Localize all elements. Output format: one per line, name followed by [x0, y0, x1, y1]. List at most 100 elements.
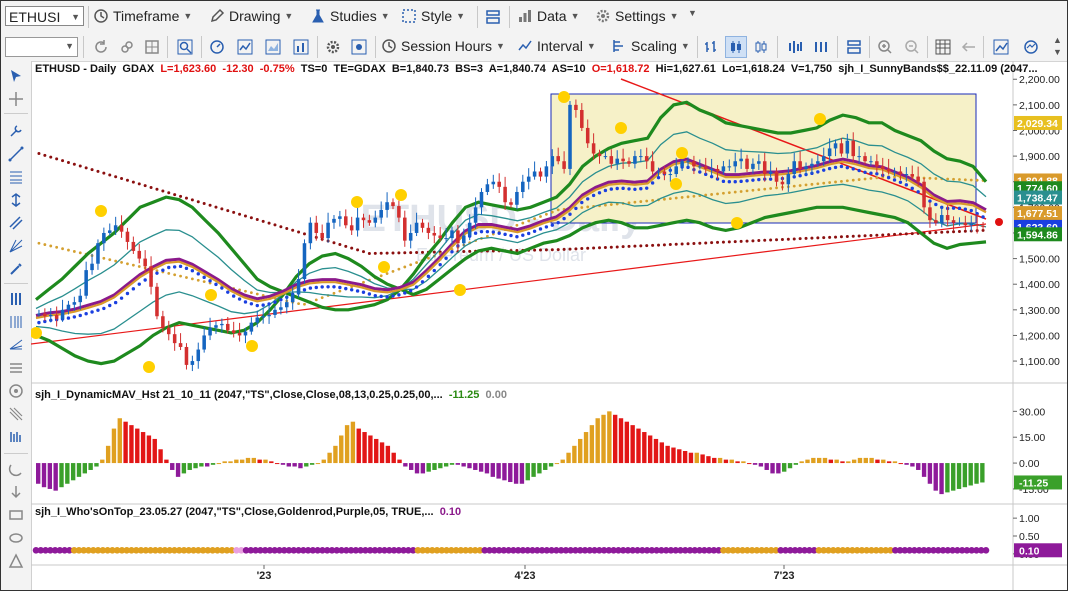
volume-bars-icon[interactable]: [787, 39, 803, 55]
trendline-icon[interactable]: [8, 146, 24, 162]
long-ma-dot: [379, 251, 383, 255]
chart-combo[interactable]: ▼: [5, 37, 78, 57]
whosontop-dot: [204, 546, 212, 554]
whosontop-dot: [343, 546, 350, 554]
horizontal-lines-icon[interactable]: [8, 360, 24, 376]
refresh-icon[interactable]: [93, 39, 109, 55]
caret-icon: ▼: [570, 11, 580, 21]
mid-ma-dot: [167, 272, 171, 275]
interval-button[interactable]: Interval ▼: [517, 38, 596, 54]
brush-icon[interactable]: [8, 261, 24, 277]
layout-icon[interactable]: [485, 9, 501, 25]
histogram-bar: [881, 459, 886, 464]
pencil-icon: [210, 8, 225, 23]
symbol-text: ETHUSI: [9, 9, 61, 25]
whosontop-dot: [452, 546, 460, 554]
long-ma-dot: [544, 248, 548, 252]
scaling-button[interactable]: Scaling ▼: [611, 38, 690, 54]
histogram-bar: [298, 463, 303, 469]
long-ma-dot: [102, 171, 106, 175]
whosontop-dot: [295, 546, 302, 554]
ellipse-icon[interactable]: [8, 530, 24, 546]
indicator-icon[interactable]: [993, 39, 1009, 55]
target-icon[interactable]: [8, 383, 24, 399]
chart-area-icon[interactable]: [265, 39, 281, 55]
spacing-icon[interactable]: [813, 39, 829, 55]
parallel-lines-icon[interactable]: [8, 215, 24, 231]
scroll-left-icon[interactable]: [961, 39, 977, 55]
caret-icon: ▼: [586, 41, 596, 51]
price-tick-label: 1,300.00: [1019, 305, 1060, 317]
arc-icon[interactable]: [8, 461, 24, 477]
histogram-bar: [548, 463, 554, 467]
histogram-bar: [583, 432, 589, 464]
whosontop-dot: [643, 546, 651, 554]
pitchfork-icon[interactable]: [8, 406, 24, 422]
link-icon[interactable]: [119, 39, 135, 55]
candle-button-active[interactable]: [725, 36, 747, 58]
histogram-bar: [420, 463, 426, 474]
short-ma-dot: [739, 179, 743, 184]
whosontop-dot: [605, 546, 613, 554]
short-ma-dot: [951, 206, 956, 210]
candle-body: [674, 166, 678, 175]
more-button[interactable]: ▼: [688, 8, 697, 18]
whosontop-dot: [185, 546, 193, 554]
vertical-lines-icon[interactable]: [8, 291, 24, 307]
chart-bar-icon[interactable]: [293, 39, 309, 55]
price-badge: [1014, 206, 1062, 221]
crosshair-icon[interactable]: [8, 91, 24, 107]
table-icon[interactable]: [935, 39, 951, 55]
candle-body: [190, 361, 195, 365]
scroll-down-icon[interactable]: ▼: [1053, 47, 1062, 57]
candle-body: [320, 232, 324, 239]
long-ma-dot: [928, 231, 932, 235]
arrow-down-icon[interactable]: [8, 484, 24, 500]
zoom-in-icon[interactable]: [877, 39, 893, 55]
candle-body: [792, 161, 796, 175]
long-ma-dot: [633, 244, 637, 248]
zoom-out-icon[interactable]: [904, 39, 920, 55]
triangle-icon[interactable]: [8, 553, 24, 569]
drawing-button[interactable]: Drawing ▼: [209, 8, 293, 24]
chart-line-icon[interactable]: [237, 39, 253, 55]
hollow-candle-icon[interactable]: [753, 39, 769, 55]
channel-icon[interactable]: [8, 192, 24, 208]
pointer-icon[interactable]: [8, 68, 24, 84]
speed-lines-icon[interactable]: [8, 337, 24, 353]
gann-icon[interactable]: [8, 238, 24, 254]
speedometer-icon[interactable]: [209, 39, 225, 55]
short-ma-dot: [650, 181, 655, 185]
timeframe-button[interactable]: Timeframe ▼: [93, 8, 192, 24]
whosontop-dot: [166, 546, 173, 554]
panes-icon[interactable]: [846, 39, 862, 55]
long-ma-dot: [727, 240, 731, 244]
zoom-search-icon[interactable]: [177, 39, 193, 55]
style-button[interactable]: Style ▼: [401, 8, 465, 24]
pivot-marker: [351, 196, 363, 208]
fibonacci-icon[interactable]: [8, 169, 24, 185]
wrench-icon[interactable]: [8, 123, 24, 139]
scroll-up-icon[interactable]: ▲: [1053, 35, 1062, 45]
symbol-input[interactable]: ETHUSI ▼: [5, 6, 84, 26]
settings-button[interactable]: Settings ▼: [595, 8, 679, 24]
grid-icon[interactable]: [144, 39, 160, 55]
chevron-down-icon[interactable]: ▼: [71, 12, 80, 22]
cycle-lines-icon[interactable]: [8, 314, 24, 330]
whosontop-dot: [199, 546, 207, 554]
chart-settings-icon[interactable]: [351, 39, 367, 55]
whosontop-dot: [171, 546, 178, 554]
data-button[interactable]: Data ▼: [517, 8, 580, 24]
add-chart-icon[interactable]: [969, 39, 985, 55]
bar-chart-icon[interactable]: [703, 39, 719, 55]
gear-icon[interactable]: [325, 39, 341, 55]
long-ma-dot: [780, 237, 784, 241]
rectangle-icon[interactable]: [8, 507, 24, 523]
analytics-icon[interactable]: [1023, 39, 1039, 55]
bars-pattern-icon[interactable]: [8, 429, 24, 445]
candle-body: [231, 330, 236, 333]
studies-button[interactable]: Studies ▼: [310, 8, 390, 24]
session-hours-button[interactable]: Session Hours ▼: [381, 38, 505, 54]
histogram-bar: [140, 432, 146, 464]
